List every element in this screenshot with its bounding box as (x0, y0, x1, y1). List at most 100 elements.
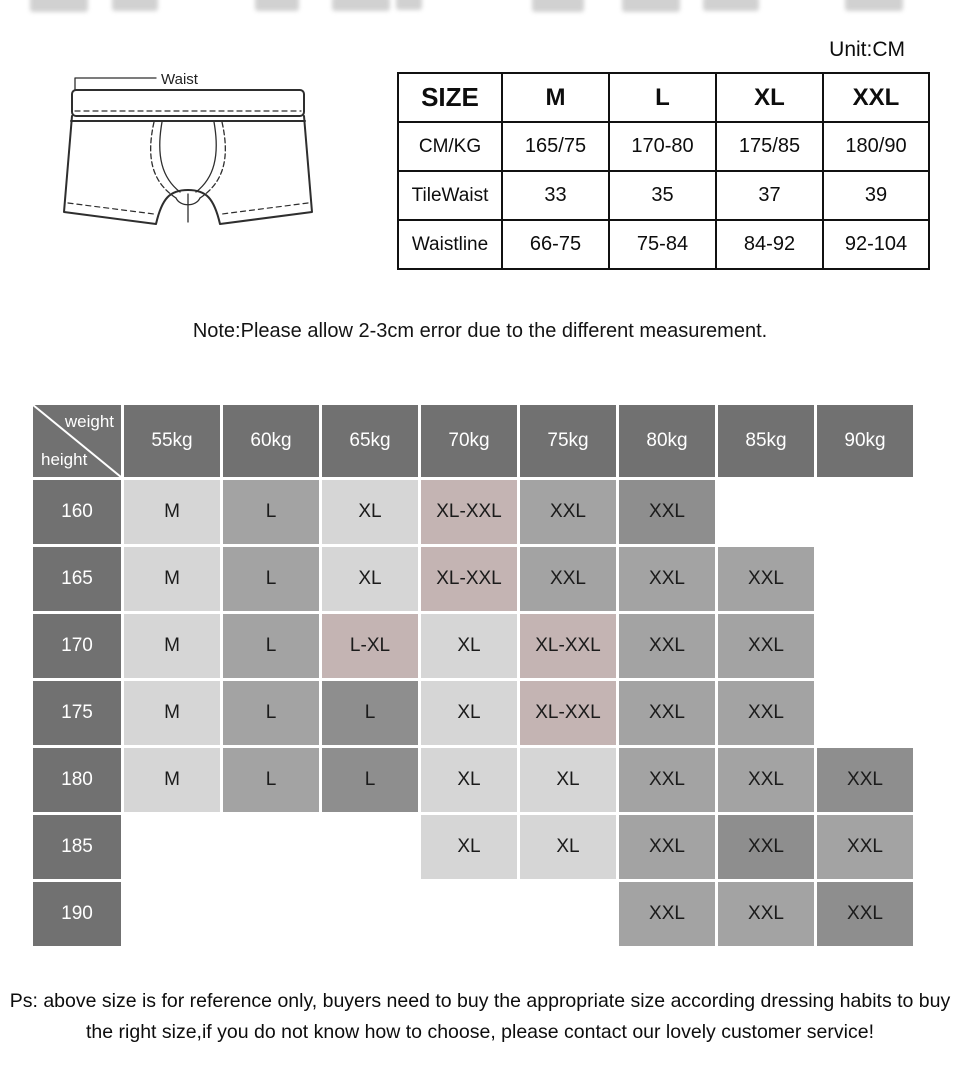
matrix-empty-cell (322, 882, 418, 946)
measurement-note: Note:Please allow 2-3cm error due to the… (192, 320, 768, 342)
matrix-height-header: 165 (33, 547, 121, 611)
matrix-size-cell: XL (322, 547, 418, 611)
matrix-empty-cell (124, 815, 220, 879)
matrix-size-cell: XXL (619, 480, 715, 544)
matrix-size-cell: XXL (817, 748, 913, 812)
watermark-fragment (703, 0, 759, 11)
unit-label: Unit:CM (829, 38, 905, 61)
waistband-outline (71, 89, 305, 117)
matrix-height-header: 175 (33, 681, 121, 745)
matrix-empty-cell (817, 681, 913, 745)
size-table-cell: 92-104 (822, 219, 930, 270)
matrix-empty-cell (421, 882, 517, 946)
left-hem-stitching (67, 202, 155, 215)
matrix-height-header: 180 (33, 748, 121, 812)
corner-weight-label: weight (64, 412, 114, 431)
matrix-size-cell: XXL (718, 681, 814, 745)
matrix-weight-header: 65kg (322, 405, 418, 477)
matrix-weight-header: 85kg (718, 405, 814, 477)
size-table-cell: 33 (501, 170, 610, 221)
matrix-size-cell: XXL (619, 882, 715, 946)
matrix-size-cell: XXL (520, 480, 616, 544)
matrix-size-cell: XL (421, 815, 517, 879)
size-table-row-label: TileWaist (397, 170, 503, 221)
corner-height-label: height (41, 450, 88, 469)
watermark-fragment (622, 0, 680, 12)
brief-body-outline (63, 115, 313, 225)
watermark-fragment (845, 0, 903, 11)
size-table-cell: 170-80 (608, 121, 717, 172)
footer-disclaimer: Ps: above size is for reference only, bu… (0, 986, 960, 1048)
boxer-brief-drawing: Waist (63, 71, 313, 225)
corner-diagonal-line (33, 405, 121, 477)
watermark-fragment (255, 0, 299, 11)
watermark-fragment (532, 0, 584, 12)
matrix-size-cell: XL (421, 748, 517, 812)
matrix-size-cell: XL-XXL (421, 480, 517, 544)
footer-line-2: the right size,if you do not know how to… (86, 1021, 874, 1044)
pouch-right-stitching (199, 121, 226, 199)
matrix-size-cell: XL (421, 614, 517, 678)
matrix-size-cell: M (124, 547, 220, 611)
matrix-size-cell: XL-XXL (520, 681, 616, 745)
matrix-size-cell: XXL (817, 815, 913, 879)
size-table-cell: 165/75 (501, 121, 610, 172)
matrix-weight-header: 90kg (817, 405, 913, 477)
matrix-size-cell: L (223, 547, 319, 611)
watermark-fragment (396, 0, 422, 10)
matrix-size-cell: M (124, 748, 220, 812)
size-table-size-header: L (608, 72, 717, 123)
watermark-fragment (112, 0, 158, 11)
matrix-empty-cell (817, 547, 913, 611)
matrix-size-cell: M (124, 480, 220, 544)
matrix-height-header: 170 (33, 614, 121, 678)
matrix-size-cell: XXL (619, 748, 715, 812)
height-weight-matrix: weight height 55kg 60kg 65kg 70kg 75kg 80kg 85kg… (33, 405, 913, 946)
watermark-fragment (332, 0, 390, 11)
size-table: SIZE M L XL XXL CM/KG 165/75 170-80 175/85 180/90… (397, 72, 930, 270)
matrix-size-cell: L (223, 748, 319, 812)
matrix-size-cell: M (124, 681, 220, 745)
matrix-size-cell: XXL (718, 547, 814, 611)
matrix-size-cell: L (322, 681, 418, 745)
matrix-empty-cell (718, 480, 814, 544)
size-table-row-label: CM/KG (397, 121, 503, 172)
matrix-weight-header: 75kg (520, 405, 616, 477)
matrix-empty-cell (322, 815, 418, 879)
matrix-size-cell: XXL (718, 815, 814, 879)
matrix-size-cell: M (124, 614, 220, 678)
matrix-empty-cell (124, 882, 220, 946)
matrix-empty-cell (520, 882, 616, 946)
matrix-height-header: 190 (33, 882, 121, 946)
right-hem-stitching (221, 202, 309, 215)
matrix-empty-cell (817, 614, 913, 678)
size-table-size-header: XXL (822, 72, 930, 123)
matrix-height-header: 160 (33, 480, 121, 544)
matrix-empty-cell (223, 882, 319, 946)
pouch-left-seam (159, 121, 181, 193)
matrix-size-cell: XL-XXL (421, 547, 517, 611)
matrix-size-cell: L (223, 614, 319, 678)
matrix-size-cell: XL (322, 480, 418, 544)
matrix-size-cell: XXL (619, 547, 715, 611)
waist-leader-line (74, 77, 157, 91)
matrix-weight-header: 80kg (619, 405, 715, 477)
matrix-size-cell: XXL (817, 882, 913, 946)
matrix-size-cell: XXL (718, 614, 814, 678)
size-table-cell: 35 (608, 170, 717, 221)
size-table-cell: 84-92 (715, 219, 824, 270)
matrix-size-cell: XXL (718, 748, 814, 812)
matrix-size-cell: L-XL (322, 614, 418, 678)
matrix-size-cell: XXL (520, 547, 616, 611)
matrix-empty-cell (817, 480, 913, 544)
size-table-corner: SIZE (397, 72, 503, 123)
matrix-size-cell: XL (520, 748, 616, 812)
size-table-cell: 175/85 (715, 121, 824, 172)
size-table-size-header: XL (715, 72, 824, 123)
matrix-size-cell: XL (421, 681, 517, 745)
matrix-size-cell: XXL (619, 614, 715, 678)
matrix-height-header: 185 (33, 815, 121, 879)
size-table-size-header: M (501, 72, 610, 123)
matrix-size-cell: XXL (619, 681, 715, 745)
size-table-row-label: Waistline (397, 219, 503, 270)
